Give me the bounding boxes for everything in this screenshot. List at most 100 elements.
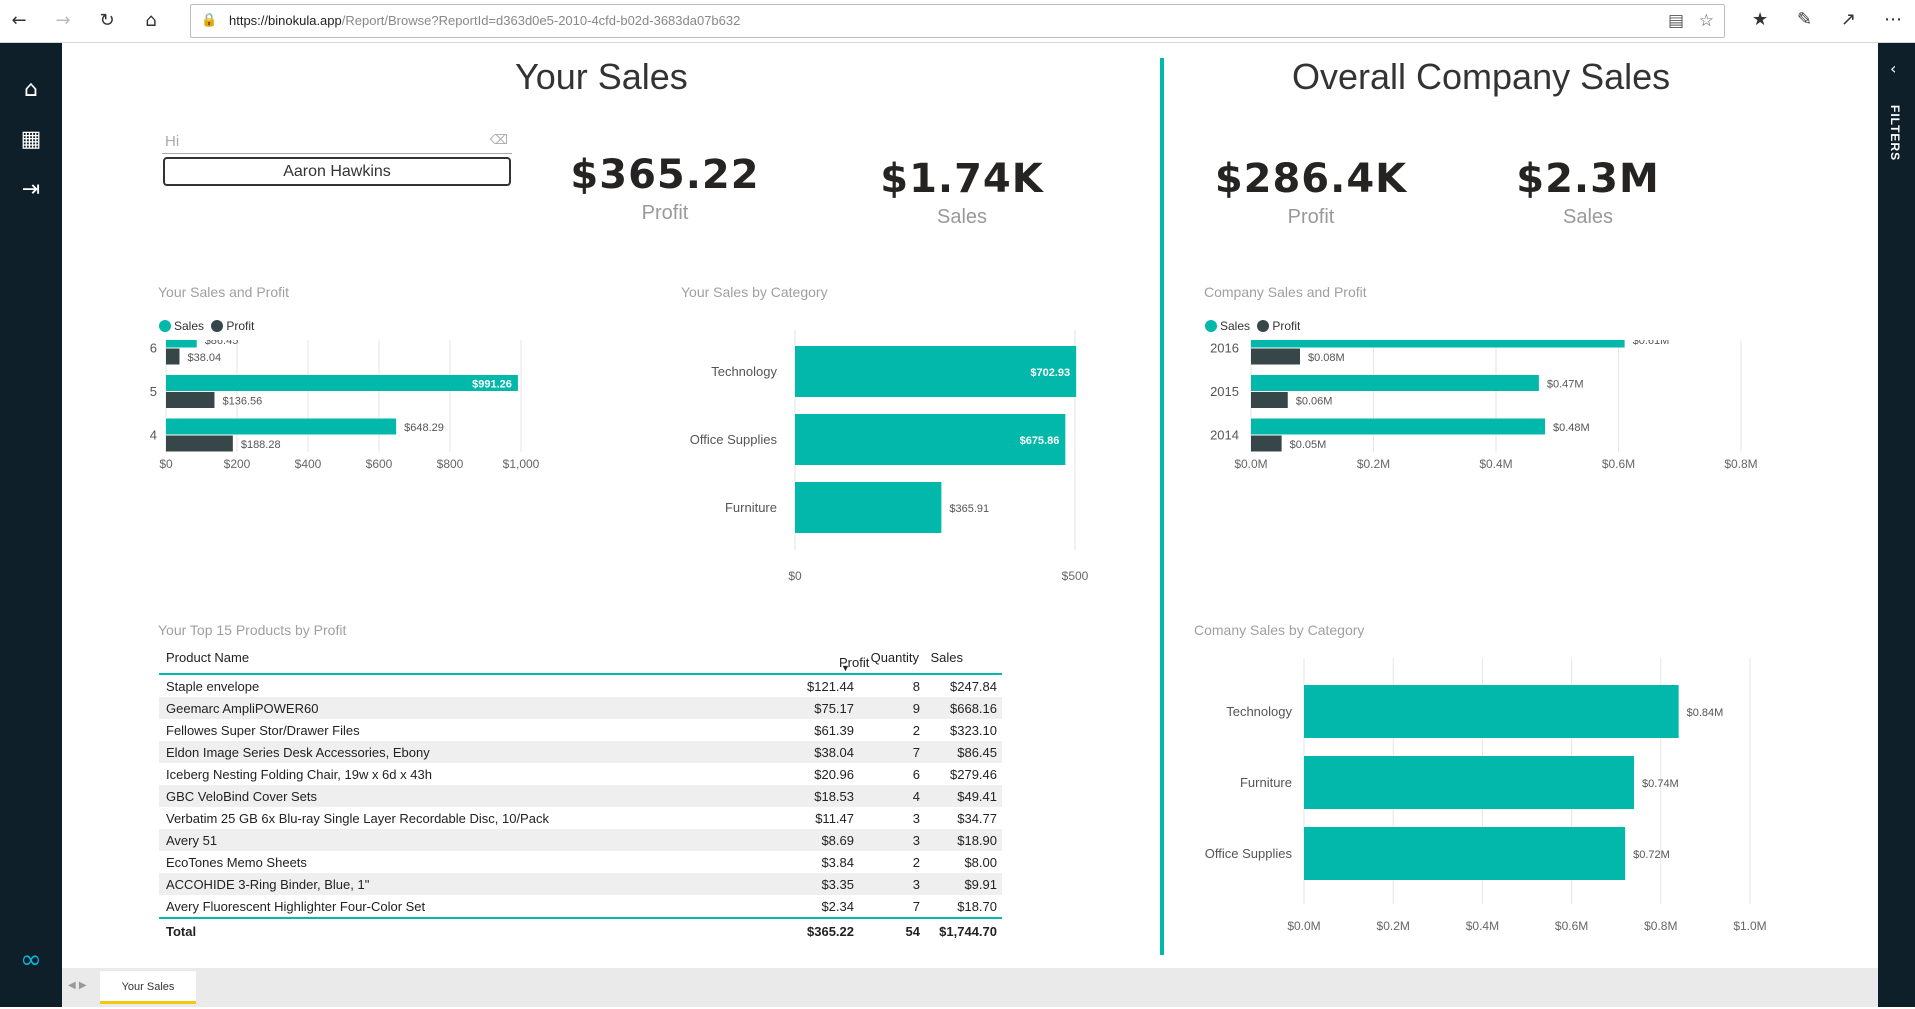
address-bar[interactable]: 🔒 https://binokula.app/Report/Browse?Rep… [190,4,1725,38]
bar-sales[interactable] [1251,340,1625,348]
bar-profit[interactable] [166,435,233,452]
kpi-value: $2.3M [1516,156,1660,202]
cell-sales: $8.00 [964,855,997,870]
legend-sales: Sales [174,319,205,333]
filters-pane[interactable]: ‹ FILTERS [1878,43,1915,1007]
visual-title-company-sales-category: Comany Sales by Category [1194,622,1365,638]
bar-sales[interactable] [166,375,518,391]
x-tick-label: $0.2M [1357,457,1390,471]
table-row[interactable]: ACCOHIDE 3-Ring Binder, Blue, 1" $3.35 3 $9… [159,873,1002,895]
table-row[interactable]: Fellowes Super Stor/Drawer Files $61.39 2 $… [159,719,1002,741]
cell-sales: $18.90 [957,833,997,848]
data-label: $0.48M [1553,422,1590,434]
total-profit: $365.22 [807,924,854,939]
company-sales-profit-chart[interactable]: $0.0M$0.2M$0.4M$0.6M$0.8M2017$0.73M$0.09… [1196,340,1796,580]
cell-sales: $49.41 [957,789,997,804]
bar-sales[interactable] [1251,418,1545,435]
cell-profit: $121.44 [807,679,854,694]
data-label: $136.56 [222,396,262,408]
col-product-name[interactable]: Product Name [166,650,250,665]
table-row[interactable]: GBC VeloBind Cover Sets $18.53 4 $49.41 [159,785,1002,807]
bar-sales[interactable] [1304,827,1626,880]
bar-sales[interactable] [1304,756,1635,809]
bar-sales[interactable] [795,482,942,533]
legend-profit: Profit [1272,319,1301,333]
cell-quantity: 9 [912,701,920,716]
bar-sales[interactable] [166,340,197,348]
bar-sales[interactable] [795,414,1066,465]
tab-your-sales[interactable]: Your Sales [100,971,196,1004]
bar-sales[interactable] [1251,375,1539,391]
total-quantity: 54 [905,924,920,939]
sign-out-icon[interactable]: ⇥ [21,177,41,202]
eraser-icon[interactable]: ⌫ [489,133,508,148]
favorites-list-icon[interactable]: ★ [1752,9,1769,30]
category-label: 2015 [1210,384,1239,399]
favorite-star-icon[interactable]: ☆ [1698,11,1714,31]
profit-legend-dot [211,320,224,332]
slicer-dropdown[interactable]: Aaron Hawkins [163,157,511,186]
top-products-table: Product Name Profit ▼ Quantity Sales Stap… [159,645,1002,941]
x-tick-label: $0.0M [1287,919,1320,933]
x-tick-label: $0.2M [1377,919,1410,933]
reading-view-icon[interactable]: ▤ [1667,11,1684,31]
table-row[interactable]: Verbatim 25 GB 6x Blu-ray Single Layer R… [159,807,1002,829]
company-sales-category-chart[interactable]: $0.0M $0.2M $0.4M $0.6M $0.8M $1.0M Technology… [1186,650,1786,940]
category-label: 2016 [1210,341,1239,356]
data-label: $0.72M [1633,849,1670,861]
pen-icon[interactable]: ✎ [1797,9,1813,30]
your-sales-category-chart[interactable]: $0 $500 Technology $702.93 Office Supplies $6… [670,330,1090,590]
data-label: $188.28 [241,439,281,451]
cell-quantity: 3 [912,877,920,892]
category-label: 2014 [1210,428,1239,443]
table-row[interactable]: Iceberg Nesting Folding Chair, 19w x 6d … [159,763,1002,785]
share-icon[interactable]: ↗ [1841,9,1857,30]
x-tick-label: $0.8M [1724,457,1757,471]
table-row[interactable]: Staple envelope $121.44 8 $247.84 [159,675,1002,697]
bar-profit[interactable] [1251,435,1282,452]
table-row[interactable]: EcoTones Memo Sheets $3.84 2 $8.00 [159,851,1002,873]
table-row[interactable]: Avery Fluorescent Highlighter Four-Color… [159,895,1002,917]
data-label: $365.91 [949,503,989,515]
x-tick-label: $0.8M [1644,919,1677,933]
bar-profit[interactable] [166,348,180,365]
bar-profit[interactable] [1251,348,1300,365]
home-icon[interactable]: ⌂ [145,10,157,31]
x-tick-label: $600 [366,457,393,471]
bar-sales[interactable] [1304,685,1679,738]
table-row[interactable]: Eldon Image Series Desk Accessories, Ebo… [159,741,1002,763]
col-quantity[interactable]: Quantity [870,650,919,665]
page-tab-bar: ◀ ▶ Your Sales [62,968,1878,1007]
x-tick-label: $200 [224,457,251,471]
refresh-icon[interactable]: ↻ [99,10,115,31]
report-icon[interactable]: ▦ [20,127,42,152]
chevron-left-icon[interactable]: ‹ [1890,59,1897,78]
cell-profit: $3.35 [821,877,854,892]
data-label: $0.61M [1633,340,1670,347]
data-label: $86.45 [205,340,239,347]
data-label: $0.74M [1642,778,1679,790]
home-icon[interactable]: ⌂ [24,77,38,102]
back-arrow-icon[interactable]: ← [11,10,27,31]
bar-profit[interactable] [1251,392,1288,408]
bar-sales[interactable] [166,418,397,435]
cell-profit: $75.17 [814,701,854,716]
x-tick-label: $0.0M [1234,457,1267,471]
col-sales[interactable]: Sales [930,650,963,665]
report-canvas [62,43,1878,968]
data-label: $0.08M [1308,352,1345,364]
sales-legend-dot [1205,320,1217,332]
table-row[interactable]: Avery 51 $8.69 3 $18.90 [159,829,1002,851]
company-sales-title: Overall Company Sales [1292,56,1671,97]
lock-icon: 🔒 [201,13,218,28]
bar-profit[interactable] [166,392,215,408]
tab-scroll-arrows-icon[interactable]: ◀ ▶ [68,980,87,991]
forward-arrow-icon[interactable]: → [55,10,71,31]
bar-sales[interactable] [795,346,1077,397]
more-icon[interactable]: ⋯ [1884,9,1902,30]
binokula-logo-icon[interactable]: ∞ [20,945,42,975]
table-row[interactable]: Geemarc AmpliPOWER60 $75.17 9 $668.16 [159,697,1002,719]
your-sales-profit-chart[interactable]: $0$200$400$600$800$1,0002017$18.70$2.342… [150,340,670,580]
category-label: Furniture [1240,775,1292,790]
cell-product: GBC VeloBind Cover Sets [166,789,318,804]
